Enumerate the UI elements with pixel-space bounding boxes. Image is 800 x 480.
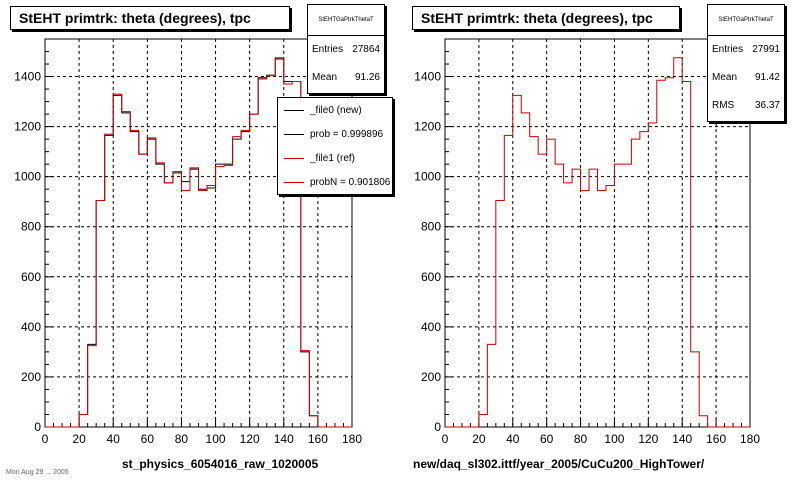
panel-1-y-tick-label: 800 [21, 220, 41, 234]
panel-2-x-tick-label: 0 [442, 432, 449, 446]
legend-line-swatch [284, 133, 304, 135]
panel-1-y-tick-label: 1200 [14, 120, 41, 134]
panel-2-title-text: StEHT primtrk: theta (degrees), tpc [421, 10, 653, 26]
panel-2-y-tick-label: 1000 [414, 170, 441, 184]
panel-2-stats-box: StEHTGaPtrkThetaT Entries 27991 Mean 91.… [707, 4, 785, 122]
panel-2-x-tick-label: 80 [574, 432, 588, 446]
panel-1-x-tick-label: 100 [206, 432, 226, 446]
legend-entry: _file0 (new) [278, 98, 392, 122]
panel-2-stats-name: StEHTGaPtrkThetaT [708, 5, 784, 36]
panel-2-x-tick-label: 100 [604, 432, 624, 446]
legend-label: prob = 0.999896 [310, 128, 384, 140]
panel-1-stats-mean-value: 91.26 [354, 72, 380, 83]
legend-entry: prob = 0.999896 [278, 122, 392, 146]
panel-1-stats-entries-value: 27864 [352, 44, 380, 55]
panel-1-x-tick-label: 160 [308, 432, 328, 446]
panel-1-x-tick-label: 40 [107, 432, 121, 446]
panel-2-stats-entries-label: Entries [712, 44, 744, 55]
panel-1-stats-name: StEHTGaPtrkThetaT [308, 5, 384, 36]
panel-1-x-tick-label: 180 [342, 432, 362, 446]
panel-2-plot-frame [444, 38, 751, 428]
panel-1-stats-box: StEHTGaPtrkThetaT Entries 27864 Mean 91.… [307, 4, 385, 94]
panel-1-histogram-series-2 [45, 57, 352, 428]
panel-2-y-tick-label: 600 [421, 270, 441, 284]
panel-1-x-axis-label: st_physics_6054016_raw_1020005 [122, 457, 319, 471]
panel-2-x-tick-label: 180 [740, 432, 760, 446]
panel-1-y-tick-label: 1400 [14, 70, 41, 84]
panel-1-x-tick-label: 60 [141, 432, 155, 446]
legend-line-swatch [284, 157, 304, 159]
panel-2-stats-entries-value: 27991 [752, 44, 780, 55]
footnote: Mon Aug 29 ... 2005 [6, 469, 69, 476]
panel-1-stats-entries-row: Entries 27864 [308, 36, 384, 64]
panel-2-x-tick-label: 40 [506, 432, 520, 446]
panel-1-y-tick-label: 200 [21, 370, 41, 384]
panel-1-x-tick-label: 80 [175, 432, 189, 446]
panel-1-stats-entries-label: Entries [312, 44, 344, 55]
legend-entry: probN = 0.901806 [278, 170, 392, 194]
panel-1-title: StEHT primtrk: theta (degrees), tpc [10, 6, 290, 30]
panel-1-y-tick-label: 400 [21, 320, 41, 334]
panel-1-legend: _file0 (new) prob = 0.999896 _file1 (ref… [277, 97, 393, 195]
panel-2-histogram-series-1 [445, 57, 750, 428]
panel-1-y-tick-label: 0 [34, 420, 41, 434]
legend-entry: _file1 (ref) [278, 146, 392, 170]
panel-1-x-tick-label: 20 [72, 432, 86, 446]
panel-1-x-tick-label: 0 [42, 432, 49, 446]
panel-2-y-tick-label: 800 [421, 220, 441, 234]
panel-1-x-tick-label: 120 [240, 432, 260, 446]
panel-2-y-tick-label: 400 [421, 320, 441, 334]
panel-2-stats-rms-row: RMS 36.37 [708, 92, 784, 120]
panel-2-y-tick-label: 1200 [414, 120, 441, 134]
panel-2-stats-mean-label: Mean [712, 72, 738, 83]
panel-1-stats-mean-label: Mean [312, 72, 338, 83]
panel-2-stats-rms-value: 36.37 [754, 100, 780, 111]
panel-2-x-tick-label: 60 [540, 432, 554, 446]
panel-2-y-tick-label: 0 [434, 420, 441, 434]
panel-2-stats-rms-label: RMS [712, 100, 735, 111]
panel-1-x-tick-label: 140 [274, 432, 294, 446]
legend-label: _file1 (ref) [310, 152, 356, 164]
panel-1-stats-mean-row: Mean 91.26 [308, 64, 384, 92]
panel-1-title-text: StEHT primtrk: theta (degrees), tpc [19, 10, 251, 26]
panel-2-x-tick-label: 140 [672, 432, 692, 446]
panel-2-y-tick-label: 1400 [414, 70, 441, 84]
panel-2-y-tick-label: 200 [421, 370, 441, 384]
panel-2-x-axis-label: new/daq_sl302.ittf/year_2005/CuCu200_Hig… [413, 457, 705, 471]
legend-label: probN = 0.901806 [310, 176, 391, 188]
panel-2-x-tick-label: 20 [472, 432, 486, 446]
panel-2-x-tick-label: 120 [638, 432, 658, 446]
legend-line-swatch [284, 181, 304, 183]
legend-line-swatch [284, 109, 304, 111]
panel-2-title: StEHT primtrk: theta (degrees), tpc [412, 6, 680, 30]
panel-1-y-tick-label: 600 [21, 270, 41, 284]
panel-1-y-tick-label: 1000 [14, 170, 41, 184]
panel-2-x-tick-label: 160 [706, 432, 726, 446]
panel-2-stats-mean-value: 91.42 [754, 72, 780, 83]
panel-2-stats-entries-row: Entries 27991 [708, 36, 784, 64]
legend-label: _file0 (new) [310, 104, 362, 116]
panel-2-stats-mean-row: Mean 91.42 [708, 64, 784, 92]
